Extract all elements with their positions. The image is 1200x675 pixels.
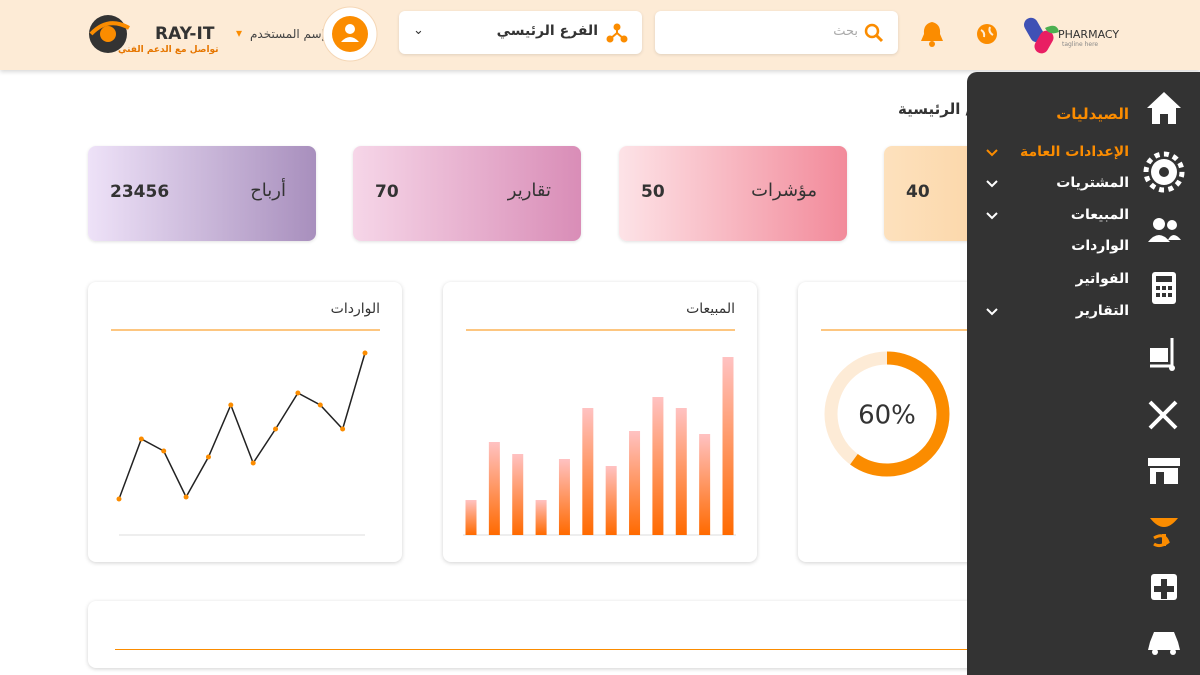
line-point	[317, 402, 323, 408]
sidebar-item[interactable]: الفواتير	[1075, 271, 1129, 287]
bar	[699, 434, 711, 535]
expand-chevron[interactable]	[985, 145, 999, 159]
stat-card: 70 تقارير	[353, 146, 581, 241]
divider	[115, 649, 1115, 650]
stat-label: تقارير	[507, 180, 551, 201]
brand-logo	[89, 15, 130, 53]
expand-chevron[interactable]	[985, 176, 999, 190]
bar	[722, 357, 734, 535]
sidebar-item[interactable]: المشتريات	[1056, 175, 1129, 191]
stat-value: 23456	[110, 182, 170, 202]
donut-arc	[824, 351, 950, 477]
line-point	[362, 350, 368, 356]
branch-icon	[606, 23, 628, 43]
bar	[488, 442, 500, 535]
pharmacy-icon[interactable]	[1150, 518, 1178, 548]
restaurant-icon[interactable]	[1148, 400, 1178, 430]
store-icon[interactable]	[1148, 458, 1180, 484]
bar	[512, 454, 524, 535]
pharmacy-name: PHARMACY	[1058, 28, 1120, 41]
user-menu-chevron[interactable]: ▾	[236, 26, 243, 40]
line-point	[161, 448, 167, 454]
brand-name: RAY-IT	[155, 24, 215, 44]
branch-select[interactable]: ⌄ الفرع الرئيسي	[399, 11, 642, 54]
line-point	[228, 402, 234, 408]
support-text: تواصل مع الدعم الفني	[118, 45, 219, 55]
calculator-icon[interactable]	[1152, 272, 1176, 304]
chart-title: المبيعات	[686, 301, 735, 317]
line-point	[340, 426, 346, 432]
stat-card: 23456 أرباح	[88, 146, 316, 241]
settings-icon[interactable]	[1143, 151, 1185, 193]
medical-icon[interactable]	[1151, 574, 1177, 600]
sidebar: الصيدليات الإعدادات العامة المشتريات المبي…	[967, 72, 1200, 675]
bar	[652, 397, 664, 535]
language-icon[interactable]	[975, 22, 999, 46]
avatar[interactable]	[322, 6, 378, 62]
search-placeholder: بحث	[833, 24, 858, 39]
stat-label: مؤشرات	[751, 180, 817, 201]
branch-name: الفرع الرئيسي	[496, 23, 598, 39]
sidebar-item[interactable]: المبيعات	[1070, 207, 1129, 223]
expand-chevron[interactable]	[985, 208, 999, 222]
users-icon[interactable]	[1148, 218, 1181, 242]
bar	[605, 466, 617, 535]
line-point	[116, 496, 122, 502]
line-point	[250, 460, 256, 466]
bar	[675, 408, 687, 535]
stat-value: 70	[375, 182, 399, 202]
search-icon	[864, 23, 884, 43]
sidebar-item[interactable]: الإعدادات العامة	[1020, 144, 1129, 160]
chart-title: الواردات	[331, 301, 380, 317]
search-box[interactable]: بحث	[655, 11, 898, 54]
bar	[558, 459, 570, 535]
expand-chevron[interactable]	[985, 304, 999, 318]
bar	[582, 408, 594, 535]
pharmacy-logo	[1024, 17, 1059, 54]
line-point	[205, 454, 211, 460]
delivery-icon[interactable]	[1150, 338, 1175, 371]
breadcrumb: / الرئيسية	[898, 100, 972, 118]
bar	[629, 431, 641, 535]
notifications-icon[interactable]	[918, 20, 946, 48]
stat-value: 40	[906, 182, 930, 202]
line-point	[273, 426, 279, 432]
sidebar-item[interactable]: الواردات	[1071, 238, 1129, 254]
bar	[535, 500, 547, 535]
stat-card: 50 مؤشرات	[619, 146, 847, 241]
bar	[465, 500, 477, 535]
home-icon[interactable]	[1147, 92, 1181, 124]
line-series	[118, 352, 366, 500]
user-name[interactable]: إسم المستخدم	[250, 27, 325, 41]
stat-value: 50	[641, 182, 665, 202]
sidebar-title[interactable]: الصيدليات	[1056, 105, 1129, 123]
line-chart-panel	[88, 282, 402, 562]
sidebar-item[interactable]: التقارير	[1075, 303, 1129, 319]
line-point	[295, 390, 301, 396]
stat-label: أرباح	[250, 180, 286, 201]
header: RAY-IT تواصل مع الدعم الفني ▾ إسم المستخ…	[0, 0, 1200, 70]
pharmacy-tagline: tagline here	[1062, 41, 1099, 48]
car-icon[interactable]	[1148, 632, 1180, 655]
sidebar-icons	[1143, 92, 1185, 655]
bottom-panel	[88, 601, 1118, 668]
donut-label: 60%	[858, 401, 916, 431]
line-point	[183, 494, 189, 500]
line-point	[138, 436, 144, 442]
